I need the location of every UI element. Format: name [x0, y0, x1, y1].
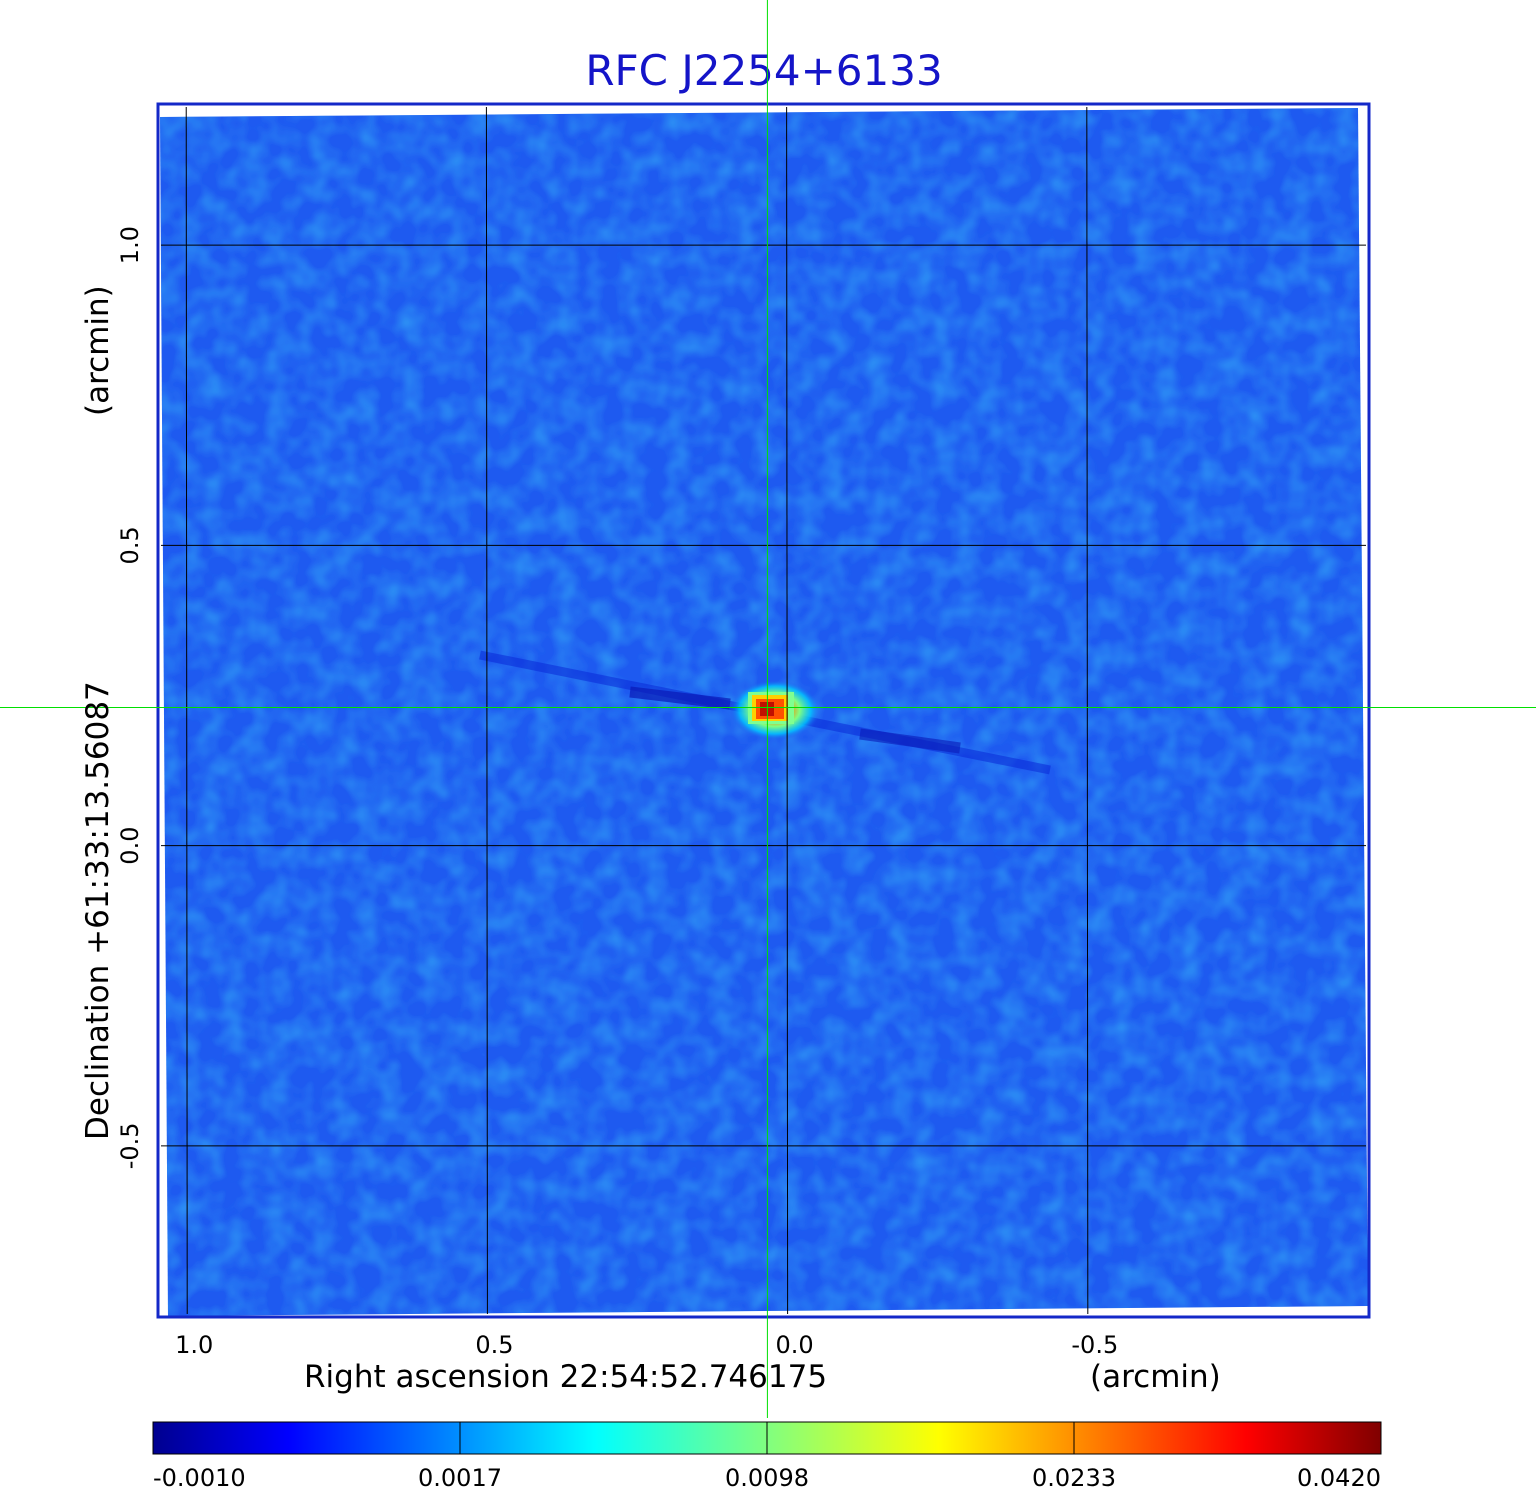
grid-line-vertical	[1086, 106, 1089, 1315]
grid-line-vertical	[485, 106, 488, 1315]
y-tick-label: 0.0	[116, 827, 144, 865]
colorbar-ticks: -0.0010 0.0017 0.0098 0.0233 0.0420	[153, 1422, 1381, 1492]
colorbar-tick-label: 0.0420	[1297, 1464, 1381, 1492]
y-axis-unit: (arcmin)	[80, 285, 116, 416]
x-axis-unit: (arcmin)	[1090, 1359, 1221, 1395]
x-tick-label: 0.0	[776, 1331, 814, 1359]
colorbar-tick-label: 0.0017	[418, 1464, 502, 1492]
colorbar-tick-label: 0.0098	[725, 1464, 809, 1492]
x-tick-label: 1.0	[175, 1331, 213, 1359]
colorbar-tick-label: -0.0010	[153, 1464, 246, 1492]
map-image	[160, 108, 1368, 1316]
x-axis-ticks: 1.0 0.5 0.0 -0.5	[175, 1331, 1118, 1359]
x-tick-label: -0.5	[1071, 1331, 1118, 1359]
x-tick-label: 0.5	[475, 1331, 513, 1359]
chart-title: RFC J2254+6133	[585, 46, 942, 95]
coordinate-grid	[161, 106, 1366, 1315]
sidelobe-stripe	[859, 728, 961, 754]
grid-line-vertical	[185, 106, 188, 1315]
crosshair	[0, 0, 1536, 1418]
y-tick-label: -0.5	[116, 1122, 144, 1169]
grid-line-vertical	[786, 106, 789, 1315]
colorbar-tick-label: 0.0233	[1032, 1464, 1116, 1492]
x-axis-label: Right ascension 22:54:52.746175	[304, 1359, 827, 1395]
y-axis-label: Declination +61:33:13.56087	[80, 681, 116, 1140]
y-tick-label: 1.0	[116, 226, 144, 264]
y-tick-label: 0.5	[116, 526, 144, 564]
y-axis-ticks: 1.0 0.5 0.0 -0.5	[116, 226, 144, 1169]
plot-frame	[156, 102, 1371, 1319]
sidelobe-stripe	[629, 686, 731, 710]
